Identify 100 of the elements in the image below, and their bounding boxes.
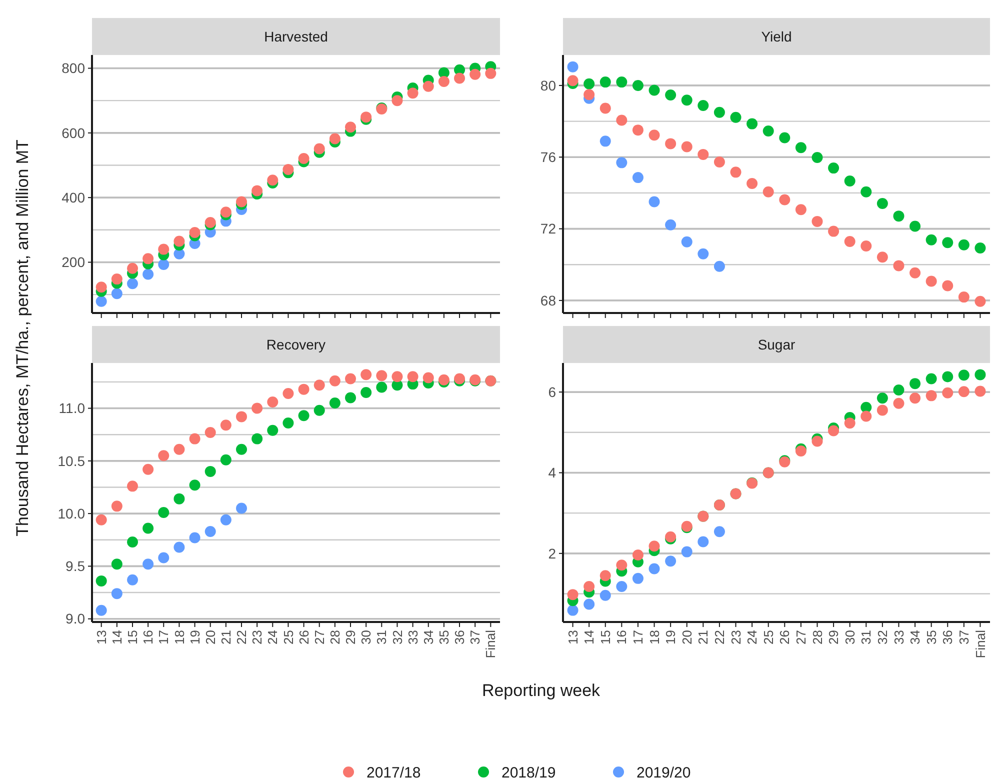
chart-title: Harvested (264, 28, 328, 44)
point (267, 396, 278, 408)
point (485, 68, 496, 79)
point (648, 563, 660, 574)
point (648, 540, 660, 552)
point (142, 253, 154, 264)
point (407, 371, 418, 382)
x-tick-label: 16 (614, 630, 630, 644)
point (204, 466, 216, 477)
point (282, 164, 294, 175)
chart-title: Yield (761, 28, 792, 44)
x-tick-label: 33 (891, 630, 906, 644)
point (828, 162, 840, 174)
point (584, 89, 595, 100)
legend-label: 2019/20 (636, 764, 691, 781)
point (665, 89, 676, 100)
point (407, 88, 418, 99)
point (329, 398, 340, 409)
point (730, 166, 742, 178)
point (252, 185, 263, 196)
point (158, 244, 170, 255)
x-axis-title: Reporting week (482, 681, 601, 700)
x-tick-label: 26 (777, 630, 792, 644)
point (236, 411, 247, 422)
point (111, 500, 122, 512)
point (236, 502, 247, 514)
point (698, 100, 709, 112)
point (220, 454, 232, 466)
y-tick-label: 200 (62, 254, 86, 270)
point (714, 106, 725, 118)
x-tick-label: 37 (468, 630, 483, 644)
point (665, 556, 676, 567)
point (893, 260, 904, 272)
point (616, 560, 628, 571)
x-tick-label: 16 (140, 630, 156, 644)
y-axis-title: Thousand Hectares, MT/ha., percent, and Million MT (13, 140, 32, 536)
point (616, 114, 628, 126)
y-tick-label: 80 (540, 77, 556, 94)
point (910, 220, 921, 232)
point (746, 118, 758, 130)
point (584, 581, 595, 592)
point (298, 384, 310, 395)
point (314, 143, 325, 154)
point (267, 424, 278, 436)
x-tick-label: 35 (436, 630, 452, 644)
point (174, 444, 185, 455)
point (158, 450, 170, 462)
point (111, 558, 122, 570)
x-tick-label: 17 (630, 630, 646, 644)
x-tick-label: 15 (125, 630, 140, 644)
point (360, 369, 372, 380)
x-tick-label: 30 (842, 630, 858, 644)
point (910, 267, 921, 278)
point (665, 219, 676, 230)
point (648, 84, 660, 96)
x-tick-label: 34 (420, 630, 436, 644)
x-tick-label: 21 (696, 630, 711, 644)
y-tick-label: 76 (540, 149, 556, 166)
x-tick-label: 33 (405, 630, 420, 644)
point (267, 174, 278, 186)
y-tick-label: 2 (548, 545, 556, 562)
point (111, 588, 122, 600)
x-tick-label: 15 (598, 630, 613, 644)
point (958, 292, 970, 303)
point (111, 274, 122, 285)
x-tick-label: 14 (582, 630, 597, 644)
point (298, 152, 310, 164)
point (600, 136, 611, 147)
y-tick-label: 6 (548, 384, 556, 400)
point (942, 387, 954, 398)
point (142, 268, 154, 280)
point (632, 572, 644, 584)
x-tick-label: 18 (646, 630, 662, 644)
point (632, 124, 644, 136)
point (252, 433, 263, 444)
point (204, 216, 216, 228)
point (584, 78, 595, 90)
point (762, 125, 774, 136)
y-tick-label: 72 (540, 220, 556, 237)
x-tick-label: 32 (390, 630, 405, 644)
point (910, 378, 921, 390)
point (958, 370, 970, 381)
x-tick-label: 20 (679, 630, 694, 644)
x-tick-label: 29 (343, 630, 358, 644)
y-tick-label: 10.5 (58, 452, 86, 469)
x-tick-label: 24 (744, 630, 760, 644)
x-tick-label: 37 (956, 630, 972, 644)
point (584, 598, 595, 610)
point (252, 402, 263, 414)
point (926, 390, 937, 402)
point (698, 248, 709, 260)
point (681, 141, 692, 152)
point (282, 388, 294, 400)
point (126, 480, 138, 492)
point (762, 186, 774, 198)
y-tick-label: 400 (62, 189, 86, 206)
point (392, 371, 403, 382)
point (567, 589, 578, 600)
point (974, 242, 986, 254)
point (860, 240, 872, 252)
